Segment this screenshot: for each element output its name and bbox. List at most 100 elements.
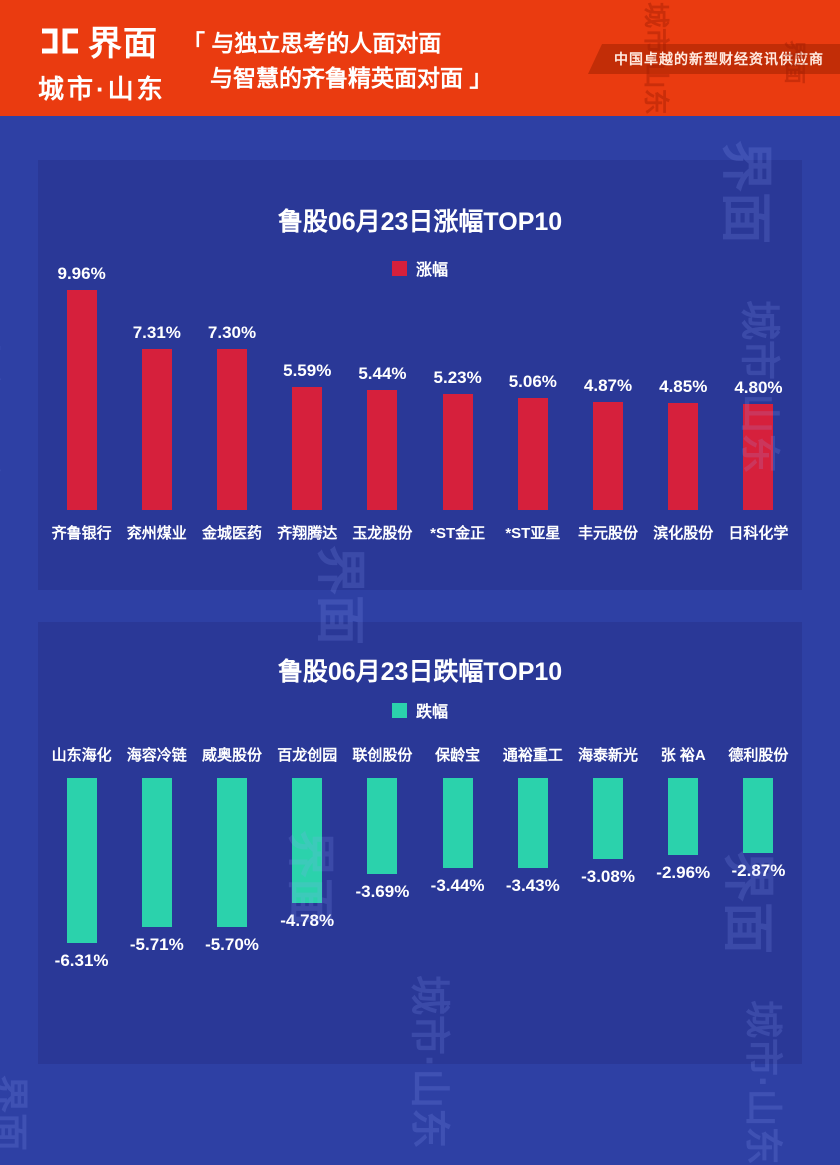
- legend-gainers: 涨幅: [38, 256, 802, 280]
- bar-column: 5.06% *ST亚星: [495, 256, 570, 544]
- watermark-text: 城市·山东: [0, 320, 12, 493]
- legend-losers: 跌幅: [38, 698, 802, 722]
- tagline-ribbon: 中国卓越的新型财经资讯供应商: [588, 44, 840, 74]
- value-label: -2.87%: [731, 861, 786, 880]
- loss-bar: [367, 778, 398, 874]
- loss-bar: [593, 778, 624, 859]
- loss-bar: [442, 778, 473, 868]
- value-label: -2.96%: [656, 863, 711, 882]
- category-label: 海容冷链: [126, 747, 187, 764]
- category-label: 威奥股份: [202, 747, 263, 764]
- value-label: 5.06%: [508, 372, 557, 391]
- gain-bar: [668, 403, 699, 510]
- watermark-text: 界面: [0, 170, 8, 278]
- category-label: 玉龙股份: [352, 525, 413, 542]
- bar-column: 德利股份 -2.87%: [721, 746, 796, 971]
- gain-bar: [66, 290, 97, 510]
- value-label: -6.31%: [54, 951, 109, 970]
- legend-swatch-loss: [391, 702, 407, 718]
- chart-panel-losers: 鲁股06月23日跌幅TOP10 跌幅 山东海化 -6.31% 海容冷链 -5.71% 威…: [38, 622, 802, 1064]
- category-label: 张 裕A: [660, 747, 706, 764]
- category-label: 保龄宝: [435, 747, 481, 764]
- chart-title-losers: 鲁股06月23日跌幅TOP10: [277, 658, 563, 686]
- jiemian-logo-icon: [38, 27, 82, 55]
- legend-swatch-gain: [391, 260, 407, 276]
- gain-bar: [217, 349, 247, 510]
- bar-column: 9.96% 齐鲁银行: [44, 256, 119, 544]
- header-watermark: 界面: [782, 40, 807, 85]
- loss-bar: [217, 778, 247, 927]
- legend-label-gain: 涨幅: [415, 262, 448, 279]
- category-label: 滨化股份: [653, 525, 714, 542]
- value-label: -3.69%: [355, 882, 410, 901]
- category-label: *ST金正: [430, 525, 486, 542]
- loss-bar: [743, 778, 774, 853]
- bar-column: 4.87% 丰元股份: [570, 256, 645, 544]
- category-label: 百龙创园: [277, 747, 338, 764]
- value-label: 5.44%: [358, 364, 407, 383]
- bar-column: 张 裕A -2.96%: [646, 746, 721, 971]
- bar-column: 山东海化 -6.31%: [44, 746, 119, 971]
- category-label: 金城医药: [202, 525, 263, 542]
- value-label: 4.80%: [734, 378, 783, 397]
- bar-column: 联创股份 -3.69%: [345, 746, 420, 971]
- brand-subtitle: 城市·山东: [38, 74, 166, 104]
- category-label: *ST亚星: [505, 525, 561, 542]
- brand-name: 界面: [88, 25, 158, 63]
- value-label: 5.23%: [433, 368, 482, 387]
- value-label: -3.44%: [430, 876, 485, 895]
- bar-column: 4.85% 滨化股份: [646, 256, 721, 544]
- page-header: 界面 城市·山东 「 与独立思考的人面对面 与智慧的齐鲁精英面对面 」 中国卓越…: [0, 0, 840, 116]
- bar-column: 5.59% 齐翔腾达: [270, 256, 345, 544]
- bar-column: 海泰新光 -3.08%: [570, 746, 645, 971]
- quote-line-1: 「 与独立思考的人面对面: [182, 30, 442, 56]
- bar-column: 5.44% 玉龙股份: [345, 256, 420, 544]
- gain-bar: [141, 349, 172, 510]
- value-label: 4.85%: [659, 377, 708, 396]
- gain-bar: [593, 402, 624, 510]
- category-label: 通裕重工: [502, 747, 563, 764]
- loss-bar: [141, 778, 172, 927]
- chart-panel-gainers: 鲁股06月23日涨幅TOP10 涨幅 9.96% 齐鲁银行 7.31% 兖州煤业 7.3…: [38, 160, 802, 590]
- bar-column: 海容冷链 -5.71%: [119, 746, 194, 971]
- category-label: 齐鲁银行: [51, 525, 112, 542]
- category-label: 兖州煤业: [126, 525, 187, 542]
- value-label: -4.78%: [280, 911, 335, 930]
- value-label: -5.70%: [205, 935, 259, 954]
- category-label: 德利股份: [728, 747, 789, 764]
- value-label: 7.31%: [132, 323, 181, 342]
- loss-bar: [292, 778, 323, 903]
- bar-column: 5.23% *ST金正: [420, 256, 495, 544]
- gain-bar: [517, 398, 548, 510]
- bar-column: 4.80% 日科化学: [721, 256, 796, 544]
- bar-column: 威奥股份 -5.70%: [194, 746, 269, 971]
- loss-bar: [668, 778, 699, 855]
- bar-column: 通裕重工 -3.43%: [495, 746, 570, 971]
- value-label: -5.71%: [129, 935, 184, 954]
- jiemian-logo: 界面 城市·山东: [38, 16, 166, 106]
- category-label: 联创股份: [352, 747, 413, 764]
- bar-column: 百龙创园 -4.78%: [270, 746, 345, 971]
- category-label: 丰元股份: [578, 525, 639, 542]
- category-label: 日科化学: [728, 525, 789, 542]
- loss-bar: [517, 778, 548, 868]
- watermark-text: 界面: [0, 1075, 29, 1152]
- legend-label-loss: 跌幅: [415, 704, 448, 721]
- bar-column: 7.30% 金城医药: [194, 256, 269, 544]
- value-label: -3.08%: [581, 867, 635, 886]
- bar-column: 保龄宝 -3.44%: [420, 746, 495, 971]
- value-label: 9.96%: [57, 264, 106, 283]
- quote-line-2: 与智慧的齐鲁精英面对面 」: [210, 65, 493, 91]
- value-label: 7.30%: [207, 323, 257, 342]
- header-quote: 「 与独立思考的人面对面 与智慧的齐鲁精英面对面 」: [182, 26, 492, 96]
- bar-chart-gainers: 9.96% 齐鲁银行 7.31% 兖州煤业 7.30% 金城医药 5.59% 齐翔腾达 5.44…: [44, 256, 796, 544]
- header-watermark: 城市·山东: [641, 2, 671, 115]
- value-label: -3.43%: [505, 876, 560, 895]
- gain-bar: [367, 390, 398, 510]
- category-label: 海泰新光: [578, 747, 639, 764]
- category-label: 山东海化: [51, 747, 112, 764]
- gain-bar: [292, 387, 323, 510]
- bar-chart-losers: 山东海化 -6.31% 海容冷链 -5.71% 威奥股份 -5.70% 百龙创园 -4.78%…: [44, 746, 796, 971]
- gain-bar: [743, 404, 774, 510]
